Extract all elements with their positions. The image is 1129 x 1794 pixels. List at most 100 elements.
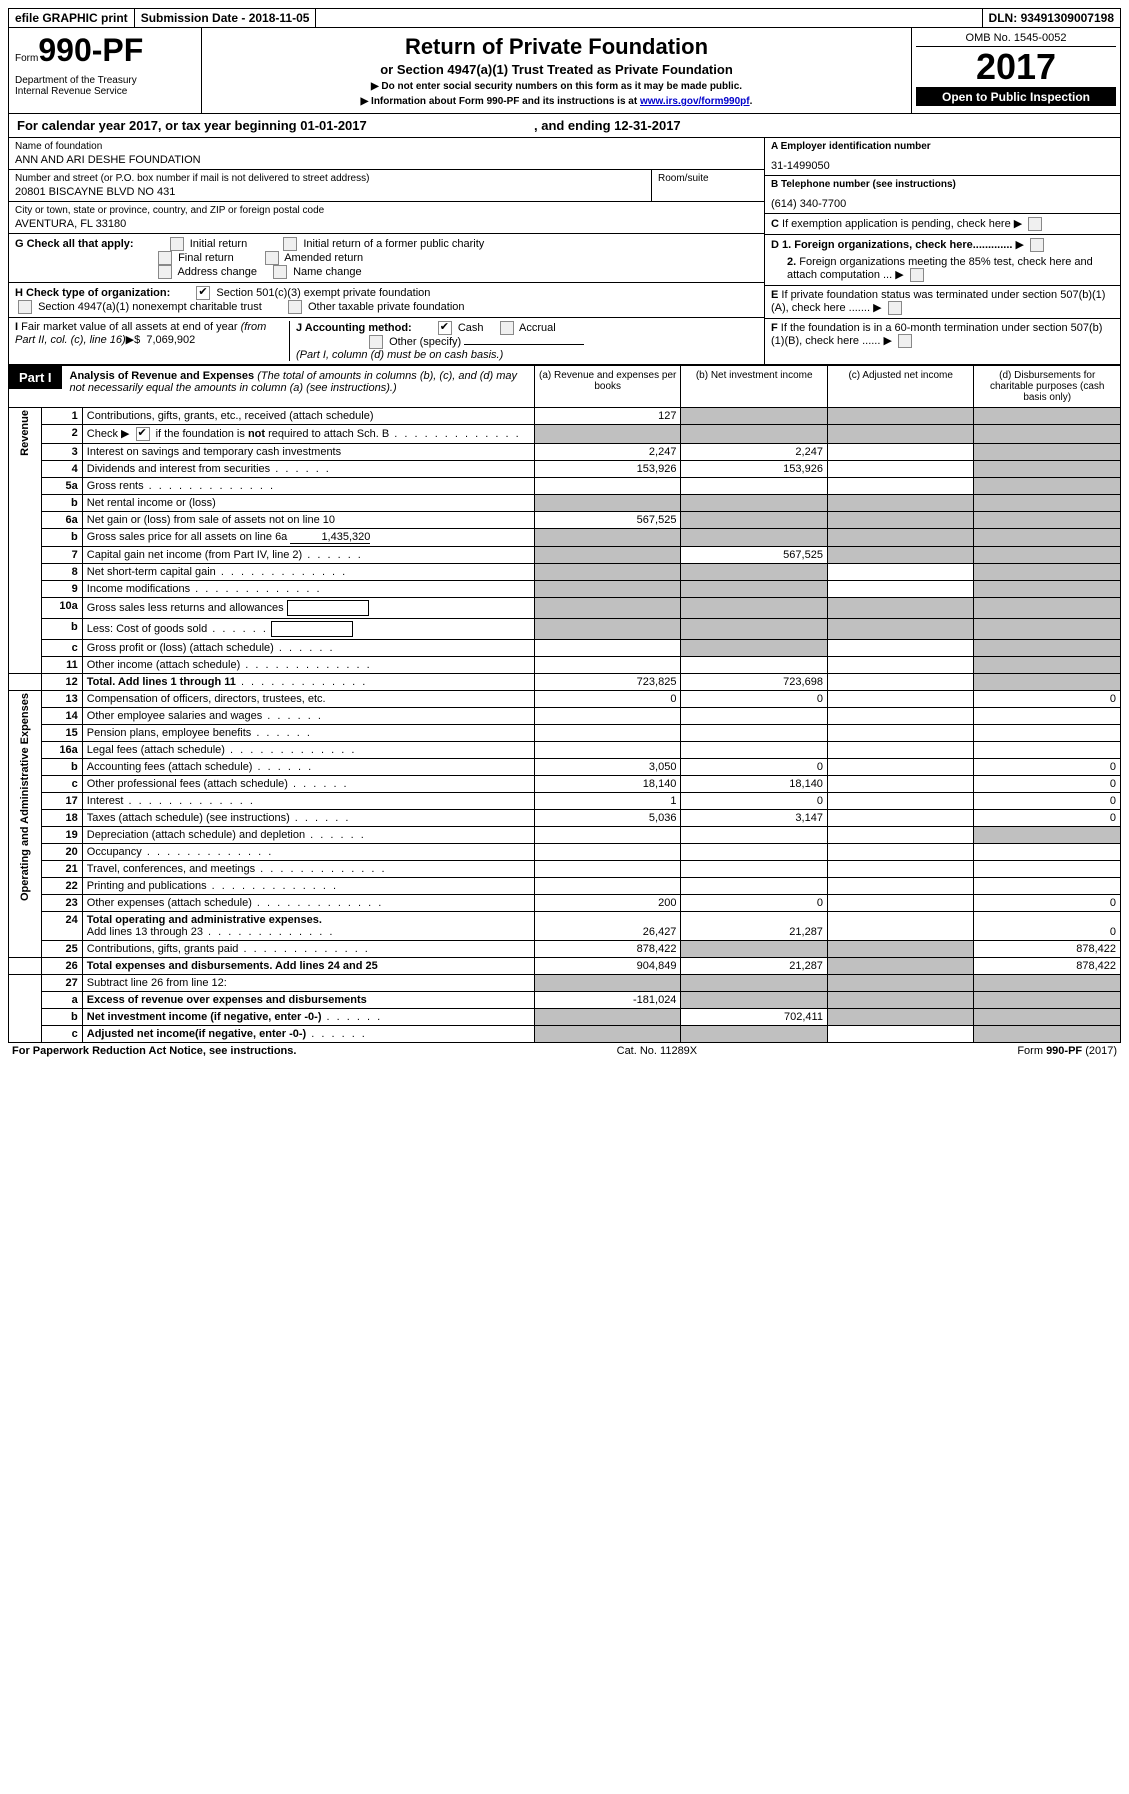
city-state-zip: AVENTURA, FL 33180 [15, 218, 758, 230]
name-change-checkbox[interactable] [273, 265, 287, 279]
cash-checkbox[interactable] [438, 321, 452, 335]
ein: 31-1499050 [771, 160, 1114, 172]
ssn-warning: ▶ Do not enter social security numbers o… [208, 81, 905, 92]
dept-treasury: Department of the Treasury [15, 75, 195, 86]
top-bar: efile GRAPHIC print Submission Date - 20… [8, 8, 1121, 28]
section-d: D 1. Foreign organizations, check here..… [765, 235, 1120, 286]
table-row: cOther professional fees (attach schedul… [9, 776, 1121, 793]
4947a1-checkbox[interactable] [18, 300, 32, 314]
table-row: Operating and Administrative Expenses 13… [9, 691, 1121, 708]
form-footer-label: Form 990-PF (2017) [1017, 1045, 1117, 1057]
other-taxable-checkbox[interactable] [288, 300, 302, 314]
exemption-pending-checkbox[interactable] [1028, 217, 1042, 231]
initial-return-checkbox[interactable] [170, 237, 184, 251]
irs-link[interactable]: www.irs.gov/form990pf [640, 96, 750, 107]
telephone-cell: B Telephone number (see instructions) (6… [765, 176, 1120, 214]
table-row: bNet rental income or (loss) [9, 495, 1121, 512]
final-return-checkbox[interactable] [158, 251, 172, 265]
table-row: 2 Check ▶ if the foundation is not requi… [9, 425, 1121, 444]
section-ij: I Fair market value of all assets at end… [9, 318, 764, 364]
accrual-checkbox[interactable] [500, 321, 514, 335]
table-row: 10aGross sales less returns and allowanc… [9, 598, 1121, 619]
address-change-checkbox[interactable] [158, 265, 172, 279]
table-row: 18Taxes (attach schedule) (see instructi… [9, 810, 1121, 827]
terminated-b-checkbox[interactable] [898, 334, 912, 348]
table-row: 6aNet gain or (loss) from sale of assets… [9, 512, 1121, 529]
page-footer: For Paperwork Reduction Act Notice, see … [8, 1043, 1121, 1059]
header-left: Form990-PF Department of the Treasury In… [9, 28, 202, 113]
part1-title: Analysis of Revenue and Expenses (The to… [62, 366, 534, 398]
501c3-checkbox[interactable] [196, 286, 210, 300]
section-h: H Check type of organization: Section 50… [9, 283, 764, 318]
foundation-name: ANN AND ARI DESHE FOUNDATION [15, 154, 758, 166]
section-g: G Check all that apply: Initial return I… [9, 234, 764, 283]
ein-cell: A Employer identification number 31-1499… [765, 138, 1120, 176]
table-row: 26Total expenses and disbursements. Add … [9, 958, 1121, 975]
foreign-85-checkbox[interactable] [910, 268, 924, 282]
col-b-header: (b) Net investment income [681, 366, 828, 408]
table-row: cGross profit or (loss) (attach schedule… [9, 640, 1121, 657]
dln: DLN: 93491309007198 [983, 9, 1120, 27]
section-c: C If exemption application is pending, c… [765, 214, 1120, 235]
table-row: bLess: Cost of goods sold [9, 619, 1121, 640]
initial-return-former-checkbox[interactable] [283, 237, 297, 251]
table-row: 25Contributions, gifts, grants paid 878,… [9, 941, 1121, 958]
table-row: 15Pension plans, employee benefits [9, 725, 1121, 742]
table-row: 16aLegal fees (attach schedule) [9, 742, 1121, 759]
table-row: 22Printing and publications [9, 878, 1121, 895]
street-address: 20801 BISCAYNE BLVD NO 431 [15, 186, 645, 198]
section-j: J Accounting method: Cash Accrual Other … [290, 321, 758, 361]
form-title: Return of Private Foundation [208, 34, 905, 60]
section-i: I Fair market value of all assets at end… [15, 321, 290, 361]
telephone: (614) 340-7700 [771, 198, 1114, 210]
sch-b-checkbox[interactable] [136, 427, 150, 441]
amended-return-checkbox[interactable] [265, 251, 279, 265]
col-d-header: (d) Disbursements for charitable purpose… [974, 366, 1121, 408]
other-method-checkbox[interactable] [369, 335, 383, 349]
open-to-public: Open to Public Inspection [916, 88, 1116, 106]
paperwork-notice: For Paperwork Reduction Act Notice, see … [12, 1045, 296, 1057]
header-center: Return of Private Foundation or Section … [202, 28, 912, 113]
table-row: Revenue 1Contributions, gifts, grants, e… [9, 408, 1121, 425]
table-row: 7Capital gain net income (from Part IV, … [9, 547, 1121, 564]
efile-label: efile GRAPHIC print [9, 9, 135, 27]
table-row: 3Interest on savings and temporary cash … [9, 444, 1121, 461]
section-f: F If the foundation is in a 60-month ter… [765, 319, 1120, 351]
foreign-org-checkbox[interactable] [1030, 238, 1044, 252]
instructions-link-row: ▶ Information about Form 990-PF and its … [208, 96, 905, 107]
table-row: 4Dividends and interest from securities … [9, 461, 1121, 478]
form-subtitle: or Section 4947(a)(1) Trust Treated as P… [208, 62, 905, 77]
table-row: 21Travel, conferences, and meetings [9, 861, 1121, 878]
table-row: 19Depreciation (attach schedule) and dep… [9, 827, 1121, 844]
table-row: 9Income modifications [9, 581, 1121, 598]
table-row: bAccounting fees (attach schedule) 3,050… [9, 759, 1121, 776]
irs-label: Internal Revenue Service [15, 86, 195, 97]
form-number: 990-PF [38, 32, 143, 68]
table-row: 14Other employee salaries and wages [9, 708, 1121, 725]
table-row: 11Other income (attach schedule) [9, 657, 1121, 674]
topbar-spacer [316, 9, 982, 27]
catalog-number: Cat. No. 11289X [617, 1045, 698, 1057]
city-cell: City or town, state or province, country… [9, 202, 764, 234]
table-row: bGross sales price for all assets on lin… [9, 529, 1121, 547]
col-a-header: (a) Revenue and expenses per books [534, 366, 681, 408]
identity-right: A Employer identification number 31-1499… [764, 138, 1120, 364]
expenses-side-label: Operating and Administrative Expenses [9, 691, 42, 958]
table-row: 8Net short-term capital gain [9, 564, 1121, 581]
header-right: OMB No. 1545-0052 2017 Open to Public In… [912, 28, 1120, 113]
part1-label: Part I [9, 366, 62, 389]
submission-date: Submission Date - 2018-11-05 [135, 9, 317, 27]
terminated-a-checkbox[interactable] [888, 301, 902, 315]
omb-number: OMB No. 1545-0052 [916, 30, 1116, 47]
street-address-cell: Number and street (or P.O. box number if… [9, 170, 652, 201]
table-row: 23Other expenses (attach schedule) 20000 [9, 895, 1121, 912]
table-row: 24Total operating and administrative exp… [9, 912, 1121, 941]
form-header: Form990-PF Department of the Treasury In… [8, 28, 1121, 114]
table-row: 12Total. Add lines 1 through 11 723,8257… [9, 674, 1121, 691]
calendar-year-row: For calendar year 2017, or tax year begi… [8, 114, 1121, 138]
foundation-name-cell: Name of foundation ANN AND ARI DESHE FOU… [9, 138, 764, 170]
section-e: E If private foundation status was termi… [765, 286, 1120, 319]
table-row: 5aGross rents [9, 478, 1121, 495]
table-row: aExcess of revenue over expenses and dis… [9, 992, 1121, 1009]
table-row: bNet investment income (if negative, ent… [9, 1009, 1121, 1026]
